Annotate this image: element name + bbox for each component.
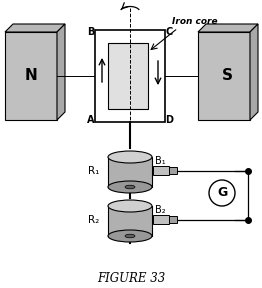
- Circle shape: [209, 180, 235, 206]
- Text: B: B: [87, 27, 95, 37]
- Text: R₁: R₁: [88, 166, 100, 176]
- Ellipse shape: [108, 181, 152, 193]
- Text: B₁: B₁: [155, 156, 165, 166]
- Text: S: S: [221, 69, 232, 84]
- Bar: [95, 30, 165, 122]
- Text: A: A: [87, 115, 95, 125]
- Text: G: G: [217, 187, 227, 200]
- Ellipse shape: [108, 230, 152, 242]
- Bar: [169, 216, 177, 223]
- Bar: [108, 206, 152, 236]
- Polygon shape: [5, 24, 65, 32]
- Text: B₂: B₂: [155, 205, 165, 215]
- Ellipse shape: [108, 200, 152, 212]
- Bar: [153, 215, 169, 224]
- Bar: [108, 43, 148, 109]
- Polygon shape: [198, 24, 258, 32]
- Bar: [153, 166, 169, 175]
- Bar: [5, 32, 57, 120]
- Bar: [169, 167, 177, 174]
- Text: C: C: [165, 27, 173, 37]
- Polygon shape: [250, 24, 258, 120]
- Ellipse shape: [108, 151, 152, 163]
- Ellipse shape: [125, 185, 135, 189]
- Text: R₂: R₂: [88, 215, 100, 225]
- Text: FIGURE 33: FIGURE 33: [97, 272, 165, 285]
- Text: N: N: [25, 69, 37, 84]
- Bar: [108, 157, 152, 187]
- Ellipse shape: [125, 234, 135, 238]
- Polygon shape: [57, 24, 65, 120]
- Bar: [198, 32, 250, 120]
- Text: D: D: [165, 115, 173, 125]
- Text: Iron core: Iron core: [172, 18, 218, 26]
